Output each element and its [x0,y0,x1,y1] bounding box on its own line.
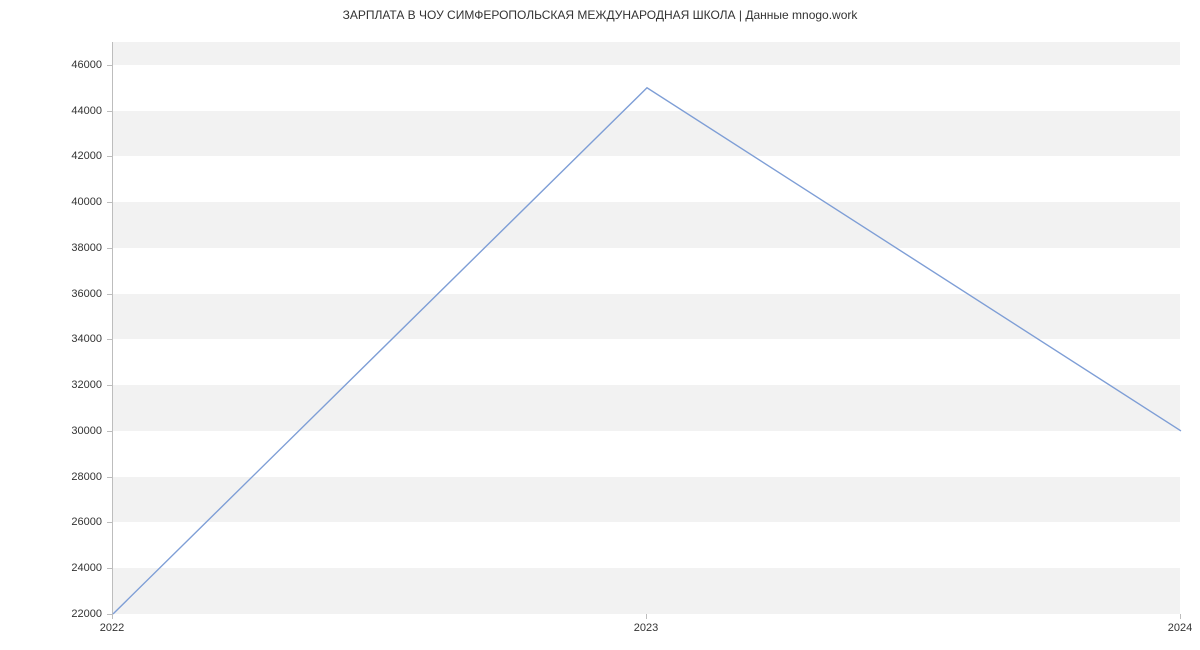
y-tick-label: 34000 [62,333,102,345]
y-tick-label: 32000 [62,379,102,391]
x-tick-mark [1180,614,1181,619]
y-tick-label: 24000 [62,562,102,574]
y-tick-label: 26000 [62,516,102,528]
x-tick-mark [646,614,647,619]
y-tick-mark [107,248,112,249]
y-tick-mark [107,385,112,386]
chart-title: ЗАРПЛАТА В ЧОУ СИМФЕРОПОЛЬСКАЯ МЕЖДУНАРО… [0,8,1200,22]
y-tick-label: 28000 [62,471,102,483]
y-tick-label: 22000 [62,608,102,620]
y-tick-mark [107,65,112,66]
salary-line-chart: ЗАРПЛАТА В ЧОУ СИМФЕРОПОЛЬСКАЯ МЕЖДУНАРО… [0,0,1200,650]
x-tick-mark [112,614,113,619]
x-tick-label: 2024 [1168,622,1192,634]
y-tick-label: 40000 [62,196,102,208]
y-tick-mark [107,568,112,569]
x-tick-label: 2022 [100,622,124,634]
y-tick-mark [107,339,112,340]
y-tick-label: 42000 [62,150,102,162]
y-tick-mark [107,156,112,157]
line-layer [113,42,1181,614]
y-tick-mark [107,111,112,112]
y-tick-label: 38000 [62,242,102,254]
y-tick-mark [107,522,112,523]
plot-area [112,42,1180,614]
y-tick-mark [107,202,112,203]
y-tick-mark [107,477,112,478]
x-tick-label: 2023 [634,622,658,634]
y-tick-label: 46000 [62,59,102,71]
y-tick-label: 36000 [62,288,102,300]
y-tick-mark [107,294,112,295]
y-tick-mark [107,431,112,432]
y-tick-label: 30000 [62,425,102,437]
series-line-salary [113,88,1181,614]
y-tick-label: 44000 [62,105,102,117]
